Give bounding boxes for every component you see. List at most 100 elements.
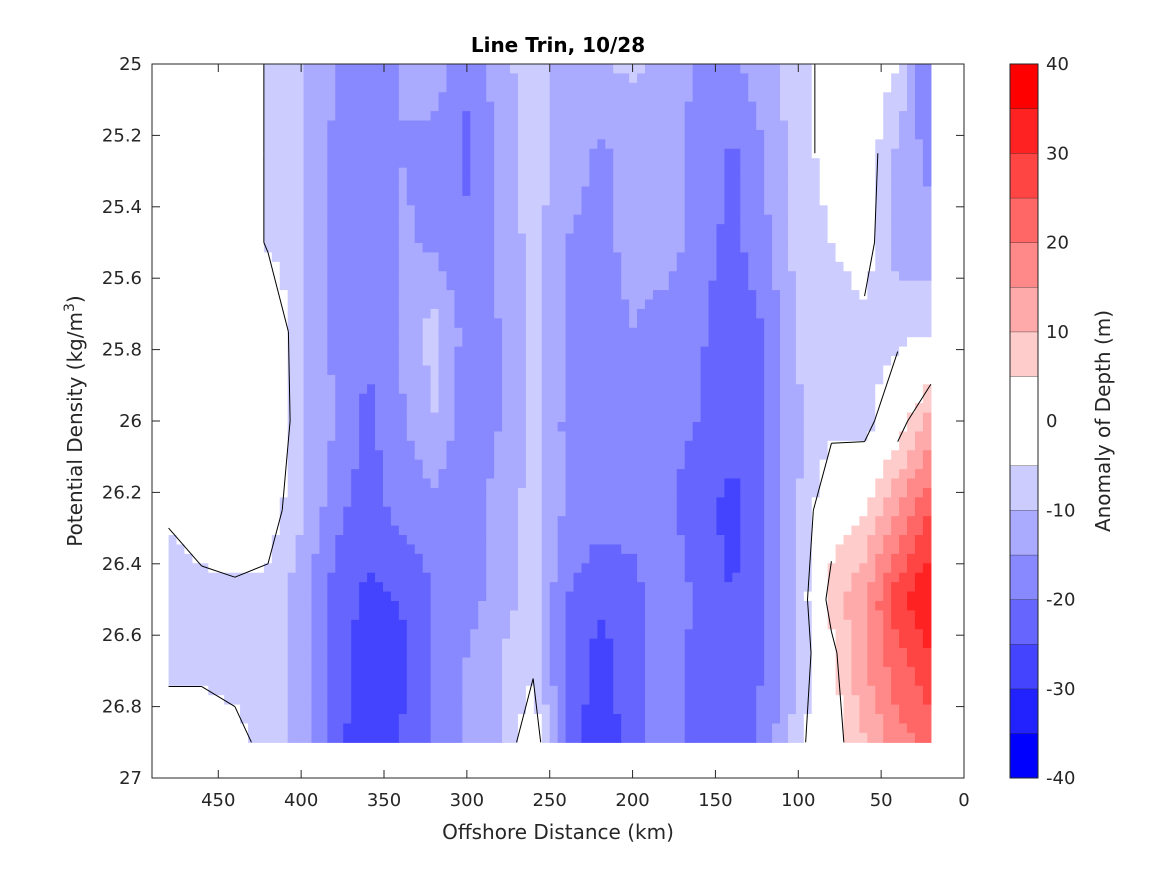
heatmap-cell [327,525,336,536]
heatmap-cell [732,64,741,75]
heatmap-cell [382,393,392,404]
heatmap-cell [851,365,860,376]
heatmap-cell [422,64,432,75]
heatmap-cell [478,148,487,159]
heatmap-cell [795,186,805,197]
heatmap-cell [390,308,400,319]
heatmap-cell [716,384,725,395]
heatmap-cell [168,158,178,169]
heatmap-cell [613,148,622,159]
heatmap-cell [557,158,567,169]
heatmap-cell [295,450,305,461]
heatmap-cell [232,440,241,451]
heatmap-cell [621,252,630,263]
heatmap-cell [589,327,598,338]
heatmap-cell [541,167,551,178]
heatmap-cell [795,431,805,442]
heatmap-cell [605,308,614,319]
heatmap-cell [502,214,511,225]
heatmap-cell [271,525,281,536]
heatmap-cell [240,205,249,216]
heatmap-cell [843,384,853,395]
heatmap-cell [645,195,654,206]
heatmap-cell [176,308,186,319]
heatmap-cell [359,224,368,235]
heatmap-cell [240,92,249,103]
heatmap-cell [573,243,583,254]
heatmap-cell [263,327,273,338]
heatmap-cell [224,356,233,367]
heatmap-cell [803,431,813,442]
heatmap-cell [295,478,305,489]
heatmap-cell [295,148,305,159]
heatmap-cell [216,431,225,442]
heatmap-cell [176,120,186,131]
heatmap-cell [343,129,352,140]
heatmap-cell [541,487,551,498]
heatmap-cell [875,177,884,188]
heatmap-cell [414,535,424,546]
heatmap-cell [795,139,805,150]
heatmap-cell [319,252,328,263]
heatmap-cell [375,186,384,197]
heatmap-cell [907,450,916,461]
heatmap-cell [525,271,535,282]
heatmap-cell [819,280,829,291]
heatmap-cell [533,64,543,75]
heatmap-cell [859,421,868,433]
heatmap-cell [247,299,257,310]
heatmap-cell [660,214,670,225]
heatmap-cell [811,506,821,517]
heatmap-cell [343,327,352,338]
heatmap-cell [311,195,321,206]
heatmap-cell [176,346,186,357]
heatmap-cell [184,403,193,414]
heatmap-cell [597,440,606,451]
heatmap-cell [708,393,718,404]
heatmap-cell [779,92,789,103]
heatmap-cell [247,327,257,338]
heatmap-cell [819,261,829,272]
heatmap-cell [208,280,217,291]
heatmap-cell [565,224,575,235]
heatmap-cell [756,205,765,216]
heatmap-cell [438,431,448,442]
heatmap-cell [748,412,757,423]
heatmap-cell [319,421,328,433]
heatmap-cell [803,356,813,367]
heatmap-cell [446,356,456,367]
heatmap-cell [525,64,535,75]
heatmap-cell [168,252,178,263]
heatmap-cell [517,487,527,498]
heatmap-cell [184,186,193,197]
heatmap-cell [589,195,598,206]
heatmap-cell [645,516,654,527]
heatmap-cell [772,516,781,527]
heatmap-cell [557,290,567,301]
heatmap-cell [359,280,368,291]
heatmap-cell [502,308,511,319]
heatmap-cell [732,516,741,527]
heatmap-cell [883,469,892,480]
heatmap-cell [255,186,265,197]
heatmap-cell [795,346,805,357]
heatmap-cell [692,374,702,385]
heatmap-cell [827,365,837,376]
heatmap-cell [208,469,217,480]
heatmap-cell [525,148,535,159]
heatmap-cell [629,440,638,451]
heatmap-cell [382,243,392,254]
heatmap-cell [255,544,265,555]
heatmap-cell [502,497,511,508]
heatmap-cell [708,506,718,517]
heatmap-cell [613,177,622,188]
heatmap-cell [573,271,583,282]
heatmap-cell [716,177,725,188]
heatmap-cell [811,224,821,235]
heatmap-cell [700,252,710,263]
heatmap-cell [200,393,209,404]
heatmap-cell [772,92,781,103]
heatmap-cell [819,431,829,442]
heatmap-cell [192,271,201,282]
heatmap-cell [478,177,487,188]
